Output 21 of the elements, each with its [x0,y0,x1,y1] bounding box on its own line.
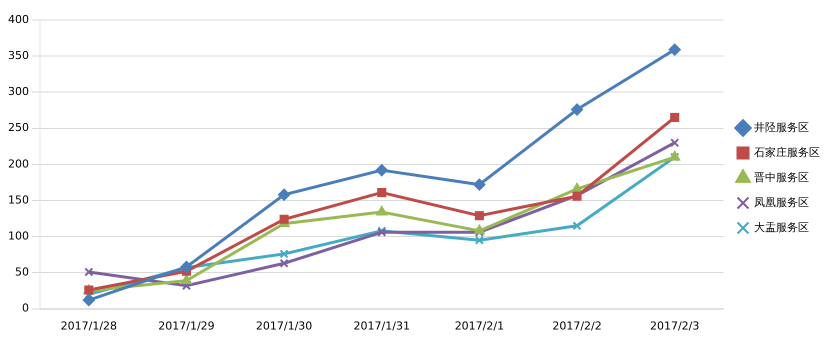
x-tick-label: 2017/1/31 [354,319,410,332]
y-tick-label: 250 [8,121,29,134]
x-tick-label: 2017/1/30 [256,319,312,332]
x-tick-label: 2017/1/28 [60,319,118,332]
y-tick-label: 350 [8,48,29,62]
x-tick-label: 2017/2/3 [650,319,700,332]
y-tick-label: 150 [8,193,29,206]
y-tick-label: 200 [8,157,29,170]
y-tick-label: 100 [8,229,29,242]
y-tick-label: 400 [8,12,29,26]
legend-label: 晋中服务区 [754,170,809,184]
legend-label: 大盂服务区 [754,220,809,234]
x-tick-label: 2017/2/2 [552,319,602,332]
x-tick-label: 2017/2/1 [454,319,504,332]
legend-label: 凤凰服务区 [754,196,809,209]
y-tick-label: 50 [14,266,29,279]
legend-label: 井陉服务区 [754,120,809,134]
y-tick-label: 0 [22,302,29,315]
legend-label: 石家庄服务区 [754,146,820,159]
x-tick-label: 2017/1/29 [158,319,215,332]
y-tick-label: 300 [8,85,29,98]
